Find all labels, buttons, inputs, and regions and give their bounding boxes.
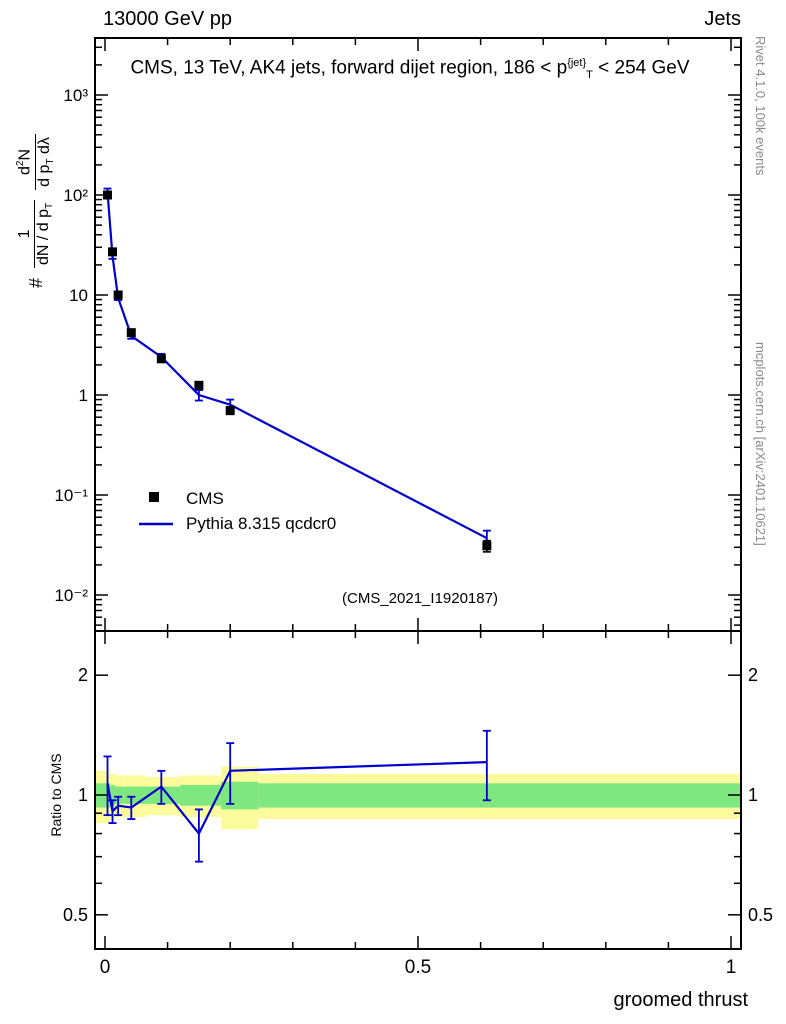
ratio-uncertainty-bands <box>95 766 741 830</box>
xaxis-title: groomed thrust <box>613 989 748 1011</box>
yaxis-frac1-den: dN / d pT <box>34 199 57 268</box>
main-yaxis-label: # 1 dN / d pT d2N d pT dλ <box>6 36 66 288</box>
cms-data-point <box>103 190 113 200</box>
ratio-ytick-right-1: 1 <box>748 785 758 805</box>
ytick-1e0: 1 <box>79 386 88 405</box>
ytick-1e3: 10³ <box>63 86 88 105</box>
axes-and-data <box>94 37 742 950</box>
ratio-ytick-left-1: 1 <box>78 785 88 805</box>
yaxis-fraction-2: d2N d pT dλ <box>15 134 57 190</box>
ratio-yaxis-label-inner: Ratio to CMS <box>48 753 64 837</box>
pythia-line <box>106 192 488 540</box>
main-yaxis-label-inner: # 1 dN / d pT d2N d pT dλ <box>6 36 66 288</box>
cms-data-point <box>482 541 492 551</box>
header-analysis-group: Jets <box>704 8 741 30</box>
ratio-line <box>106 761 487 836</box>
legend-label-pythia: Pythia 8.315 qcdcr0 <box>186 514 336 533</box>
xtick-0: 0 <box>100 957 111 978</box>
cms-data-point <box>194 380 204 390</box>
ytick-1e-1: 10⁻¹ <box>54 486 88 505</box>
yaxis-frac2-num: d2N <box>15 148 34 176</box>
cms-data-point <box>108 247 118 257</box>
yaxis-frac2-den: d pT dλ <box>35 134 57 190</box>
plot-title: CMS, 13 TeV, AK4 jets, forward dijet reg… <box>130 57 690 82</box>
ratio-ytick-left-2: 2 <box>78 665 88 685</box>
cms-data-point <box>113 290 123 300</box>
legend: CMS Pythia 8.315 qcdcr0 <box>139 489 336 533</box>
legend-marker-cms <box>149 492 159 502</box>
xtick-1: 1 <box>726 957 737 978</box>
ratio-ytick-left-0p5: 0.5 <box>63 905 88 925</box>
ytick-1e-2: 10⁻² <box>54 586 88 605</box>
ratio-ytick-right-2: 2 <box>748 665 758 685</box>
mcplots-arxiv-note: mcplots.cern.ch [arXiv:2401.10621] <box>753 342 768 546</box>
xtick-0p5: 0.5 <box>405 957 431 978</box>
ratio-yaxis-label: Ratio to CMS <box>46 712 66 878</box>
yaxis-fraction-1: 1 dN / d pT <box>15 199 57 268</box>
yaxis-prefix: # <box>25 277 46 288</box>
rivet-version-note: Rivet 4.1.0, 100k events <box>753 36 768 176</box>
cms-data-point <box>126 328 136 338</box>
ratio-ytick-right-0p5: 0.5 <box>748 905 773 925</box>
header-beam-energy: 13000 GeV pp <box>103 8 232 30</box>
ytick-1e1: 10 <box>69 286 88 305</box>
ytick-1e2: 10² <box>63 186 88 205</box>
cms-data-point <box>156 354 166 364</box>
watermark-analysis-id: (CMS_2021_I1920187) <box>342 590 498 607</box>
cms-data-point <box>225 405 235 415</box>
yaxis-frac1-num: 1 <box>15 229 33 239</box>
legend-label-cms: CMS <box>186 489 224 508</box>
